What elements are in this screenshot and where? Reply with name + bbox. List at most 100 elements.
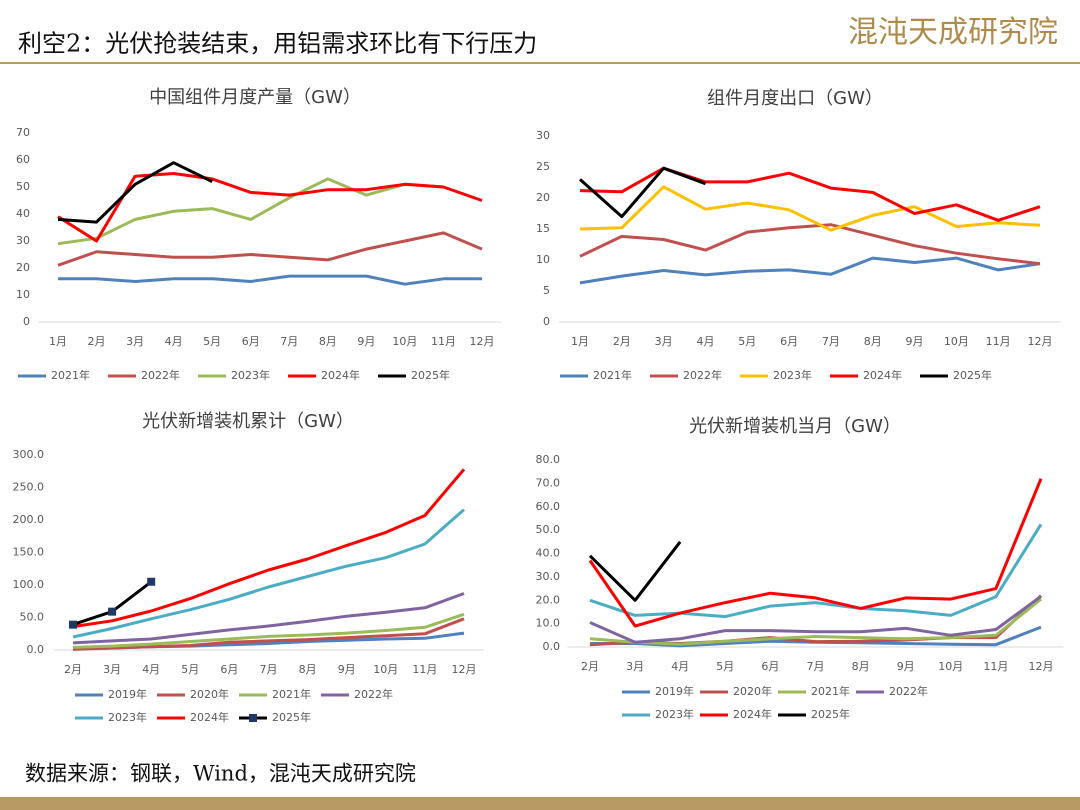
x-tick-label: 9月 <box>357 335 375 348</box>
legend-label: 2021年 <box>811 684 850 698</box>
x-tick-label: 1月 <box>49 335 67 348</box>
x-tick-label: 9月 <box>906 335 924 348</box>
legend-label: 2024年 <box>863 368 902 382</box>
series-line <box>72 612 465 649</box>
series-line <box>57 161 213 224</box>
y-tick-label: 70 <box>16 126 30 139</box>
y-tick-label: 250.0 <box>13 481 45 494</box>
source: 数据来源：钢联，Wind，混沌天成研究院 <box>25 762 416 786</box>
series-line <box>588 478 1043 628</box>
x-tick-label: 12月 <box>452 663 477 676</box>
x-tick-label: 3月 <box>655 335 673 348</box>
x-tick-label: 8月 <box>864 335 882 348</box>
series-line <box>72 468 466 629</box>
legend-label: 2023年 <box>655 707 694 721</box>
x-tick-label: 7月 <box>280 335 298 348</box>
x-tick-label: 11月 <box>983 660 1008 673</box>
series-line <box>58 274 482 286</box>
series-line <box>579 185 1041 232</box>
x-tick-label: 12月 <box>1029 660 1054 673</box>
y-tick-label: 20 <box>16 261 30 274</box>
y-tick-label: 60 <box>16 153 30 166</box>
y-tick-label: 300.0 <box>13 448 45 461</box>
x-tick-label: 5月 <box>181 663 199 676</box>
series-line <box>579 166 707 219</box>
slide-title: 利空2：光伏抢装结束，用铝需求环比有下行压力 <box>18 30 537 58</box>
x-tick-label: 4月 <box>671 660 689 673</box>
series-line <box>57 231 483 267</box>
y-tick-label: 15 <box>536 222 550 235</box>
x-tick-label: 7月 <box>260 663 278 676</box>
x-tick-label: 8月 <box>319 335 337 348</box>
legend-label: 2024年 <box>321 368 360 382</box>
y-tick-label: 40 <box>16 207 30 220</box>
legend-label: 2024年 <box>190 710 229 724</box>
series-line <box>72 617 465 651</box>
series-line <box>57 172 483 243</box>
chart-title: 光伏新增装机累计（GW） <box>142 411 354 432</box>
chart-title: 中国组件月度产量（GW） <box>149 87 361 108</box>
x-tick-label: 7月 <box>822 335 840 348</box>
series-line <box>589 523 1043 619</box>
x-tick-label: 9月 <box>338 663 356 676</box>
legend-label: 2025年 <box>953 368 992 382</box>
x-tick-label: 6月 <box>242 335 260 348</box>
x-tick-label: 7月 <box>807 660 825 673</box>
legend-label: 2025年 <box>811 707 850 721</box>
x-tick-label: 6月 <box>761 660 779 673</box>
point-marker <box>108 607 117 616</box>
legend-label: 2021年 <box>51 368 90 382</box>
y-tick-label: 30 <box>16 234 30 247</box>
x-tick-label: 10月 <box>392 335 417 348</box>
y-tick-label: 40.0 <box>536 547 561 560</box>
series-line <box>72 508 465 639</box>
header-rule <box>0 62 1080 64</box>
footer-bar <box>0 797 1080 810</box>
y-tick-label: 10 <box>536 253 550 266</box>
y-tick-label: 70.0 <box>536 476 561 489</box>
legend-label: 2022年 <box>683 368 722 382</box>
legend-label: 2019年 <box>108 687 147 701</box>
x-tick-label: 11月 <box>431 335 456 348</box>
series-line <box>579 256 1041 285</box>
x-tick-label: 3月 <box>103 663 121 676</box>
x-tick-label: 2月 <box>64 663 82 676</box>
y-tick-label: 50.0 <box>20 611 45 624</box>
point-marker <box>147 577 156 586</box>
x-tick-label: 4月 <box>165 335 183 348</box>
series-line <box>579 166 1041 222</box>
x-tick-label: 8月 <box>852 660 870 673</box>
series-line <box>72 592 465 645</box>
x-tick-label: 8月 <box>299 663 317 676</box>
x-tick-label: 2月 <box>581 660 599 673</box>
series-line <box>72 580 153 627</box>
legend-label: 2023年 <box>231 368 270 382</box>
y-tick-label: 100.0 <box>13 578 45 591</box>
legend-label: 2024年 <box>733 707 772 721</box>
y-tick-label: 0 <box>543 315 550 328</box>
series-line <box>588 540 682 602</box>
y-tick-label: 50.0 <box>536 523 561 536</box>
y-tick-label: 200.0 <box>13 513 45 526</box>
chart-title: 组件月度出口（GW） <box>707 88 883 109</box>
legend-label: 2022年 <box>141 368 180 382</box>
legend-label: 2023年 <box>773 368 812 382</box>
x-tick-label: 3月 <box>126 335 144 348</box>
x-tick-label: 10月 <box>938 660 963 673</box>
y-tick-label: 5 <box>543 284 550 297</box>
legend-label: 2022年 <box>354 687 393 701</box>
x-tick-label: 1月 <box>571 335 589 348</box>
x-tick-label: 10月 <box>944 335 969 348</box>
y-tick-label: 0.0 <box>27 643 45 656</box>
legend-label: 2025年 <box>411 368 450 382</box>
y-tick-label: 30 <box>536 129 550 142</box>
logo: 混沌天成研究院 <box>848 15 1058 50</box>
x-tick-label: 4月 <box>142 663 160 676</box>
x-tick-label: 5月 <box>203 335 221 348</box>
legend-label: 2021年 <box>593 368 632 382</box>
y-tick-label: 0 <box>23 315 30 328</box>
point-marker <box>69 620 77 629</box>
legend-marker <box>249 714 257 722</box>
legend-label: 2019年 <box>655 684 694 698</box>
